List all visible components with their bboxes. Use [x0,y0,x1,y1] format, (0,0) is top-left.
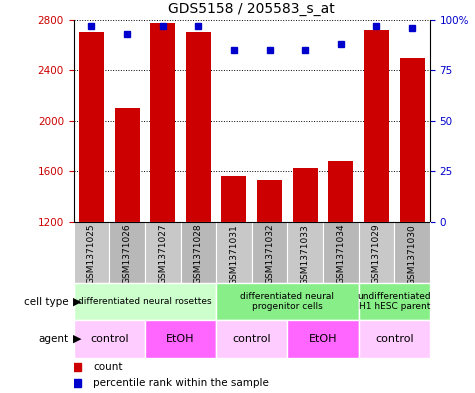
Text: GSM1371025: GSM1371025 [87,224,96,285]
Bar [359,283,430,320]
Text: differentiated neural rosettes: differentiated neural rosettes [78,297,212,306]
Bar [150,23,175,222]
Bar [293,168,318,222]
Text: EtOH: EtOH [166,334,195,344]
Bar [257,180,282,222]
Text: GSM1371029: GSM1371029 [372,224,381,285]
Bar [216,222,252,283]
Text: count: count [93,362,123,373]
Text: cell type: cell type [24,297,69,307]
Text: undifferentiated
H1 hESC parent: undifferentiated H1 hESC parent [357,292,431,311]
Bar [359,222,394,283]
Text: GSM1371030: GSM1371030 [408,224,417,285]
Text: ▶: ▶ [73,297,81,307]
Text: GSM1371033: GSM1371033 [301,224,310,285]
Text: GSM1371031: GSM1371031 [229,224,238,285]
Bar [359,320,430,358]
Text: control: control [232,334,271,344]
Bar [216,320,287,358]
Bar [74,222,109,283]
Bar [287,222,323,283]
Bar [328,161,353,222]
Text: agent: agent [39,334,69,344]
Bar [180,222,216,283]
Bar [186,32,211,222]
Bar [323,222,359,283]
Bar [221,176,247,222]
Text: ▶: ▶ [73,334,81,344]
Text: GSM1371032: GSM1371032 [265,224,274,285]
Text: GSM1371034: GSM1371034 [336,224,345,285]
Title: GDS5158 / 205583_s_at: GDS5158 / 205583_s_at [168,2,335,16]
Bar [145,222,180,283]
Text: GSM1371028: GSM1371028 [194,224,203,285]
Text: differentiated neural
progenitor cells: differentiated neural progenitor cells [240,292,334,311]
Text: percentile rank within the sample: percentile rank within the sample [93,378,269,388]
Text: EtOH: EtOH [309,334,337,344]
Text: GSM1371026: GSM1371026 [123,224,132,285]
Bar [252,222,287,283]
Bar [216,283,359,320]
Bar [114,108,140,222]
Bar [287,320,359,358]
Text: GSM1371027: GSM1371027 [158,224,167,285]
Bar [74,320,145,358]
Bar [145,320,216,358]
Bar [394,222,430,283]
Text: control: control [90,334,129,344]
Bar [364,30,389,222]
Bar [74,283,216,320]
Bar [109,222,145,283]
Bar [399,58,425,222]
Bar [79,32,104,222]
Text: control: control [375,334,414,344]
